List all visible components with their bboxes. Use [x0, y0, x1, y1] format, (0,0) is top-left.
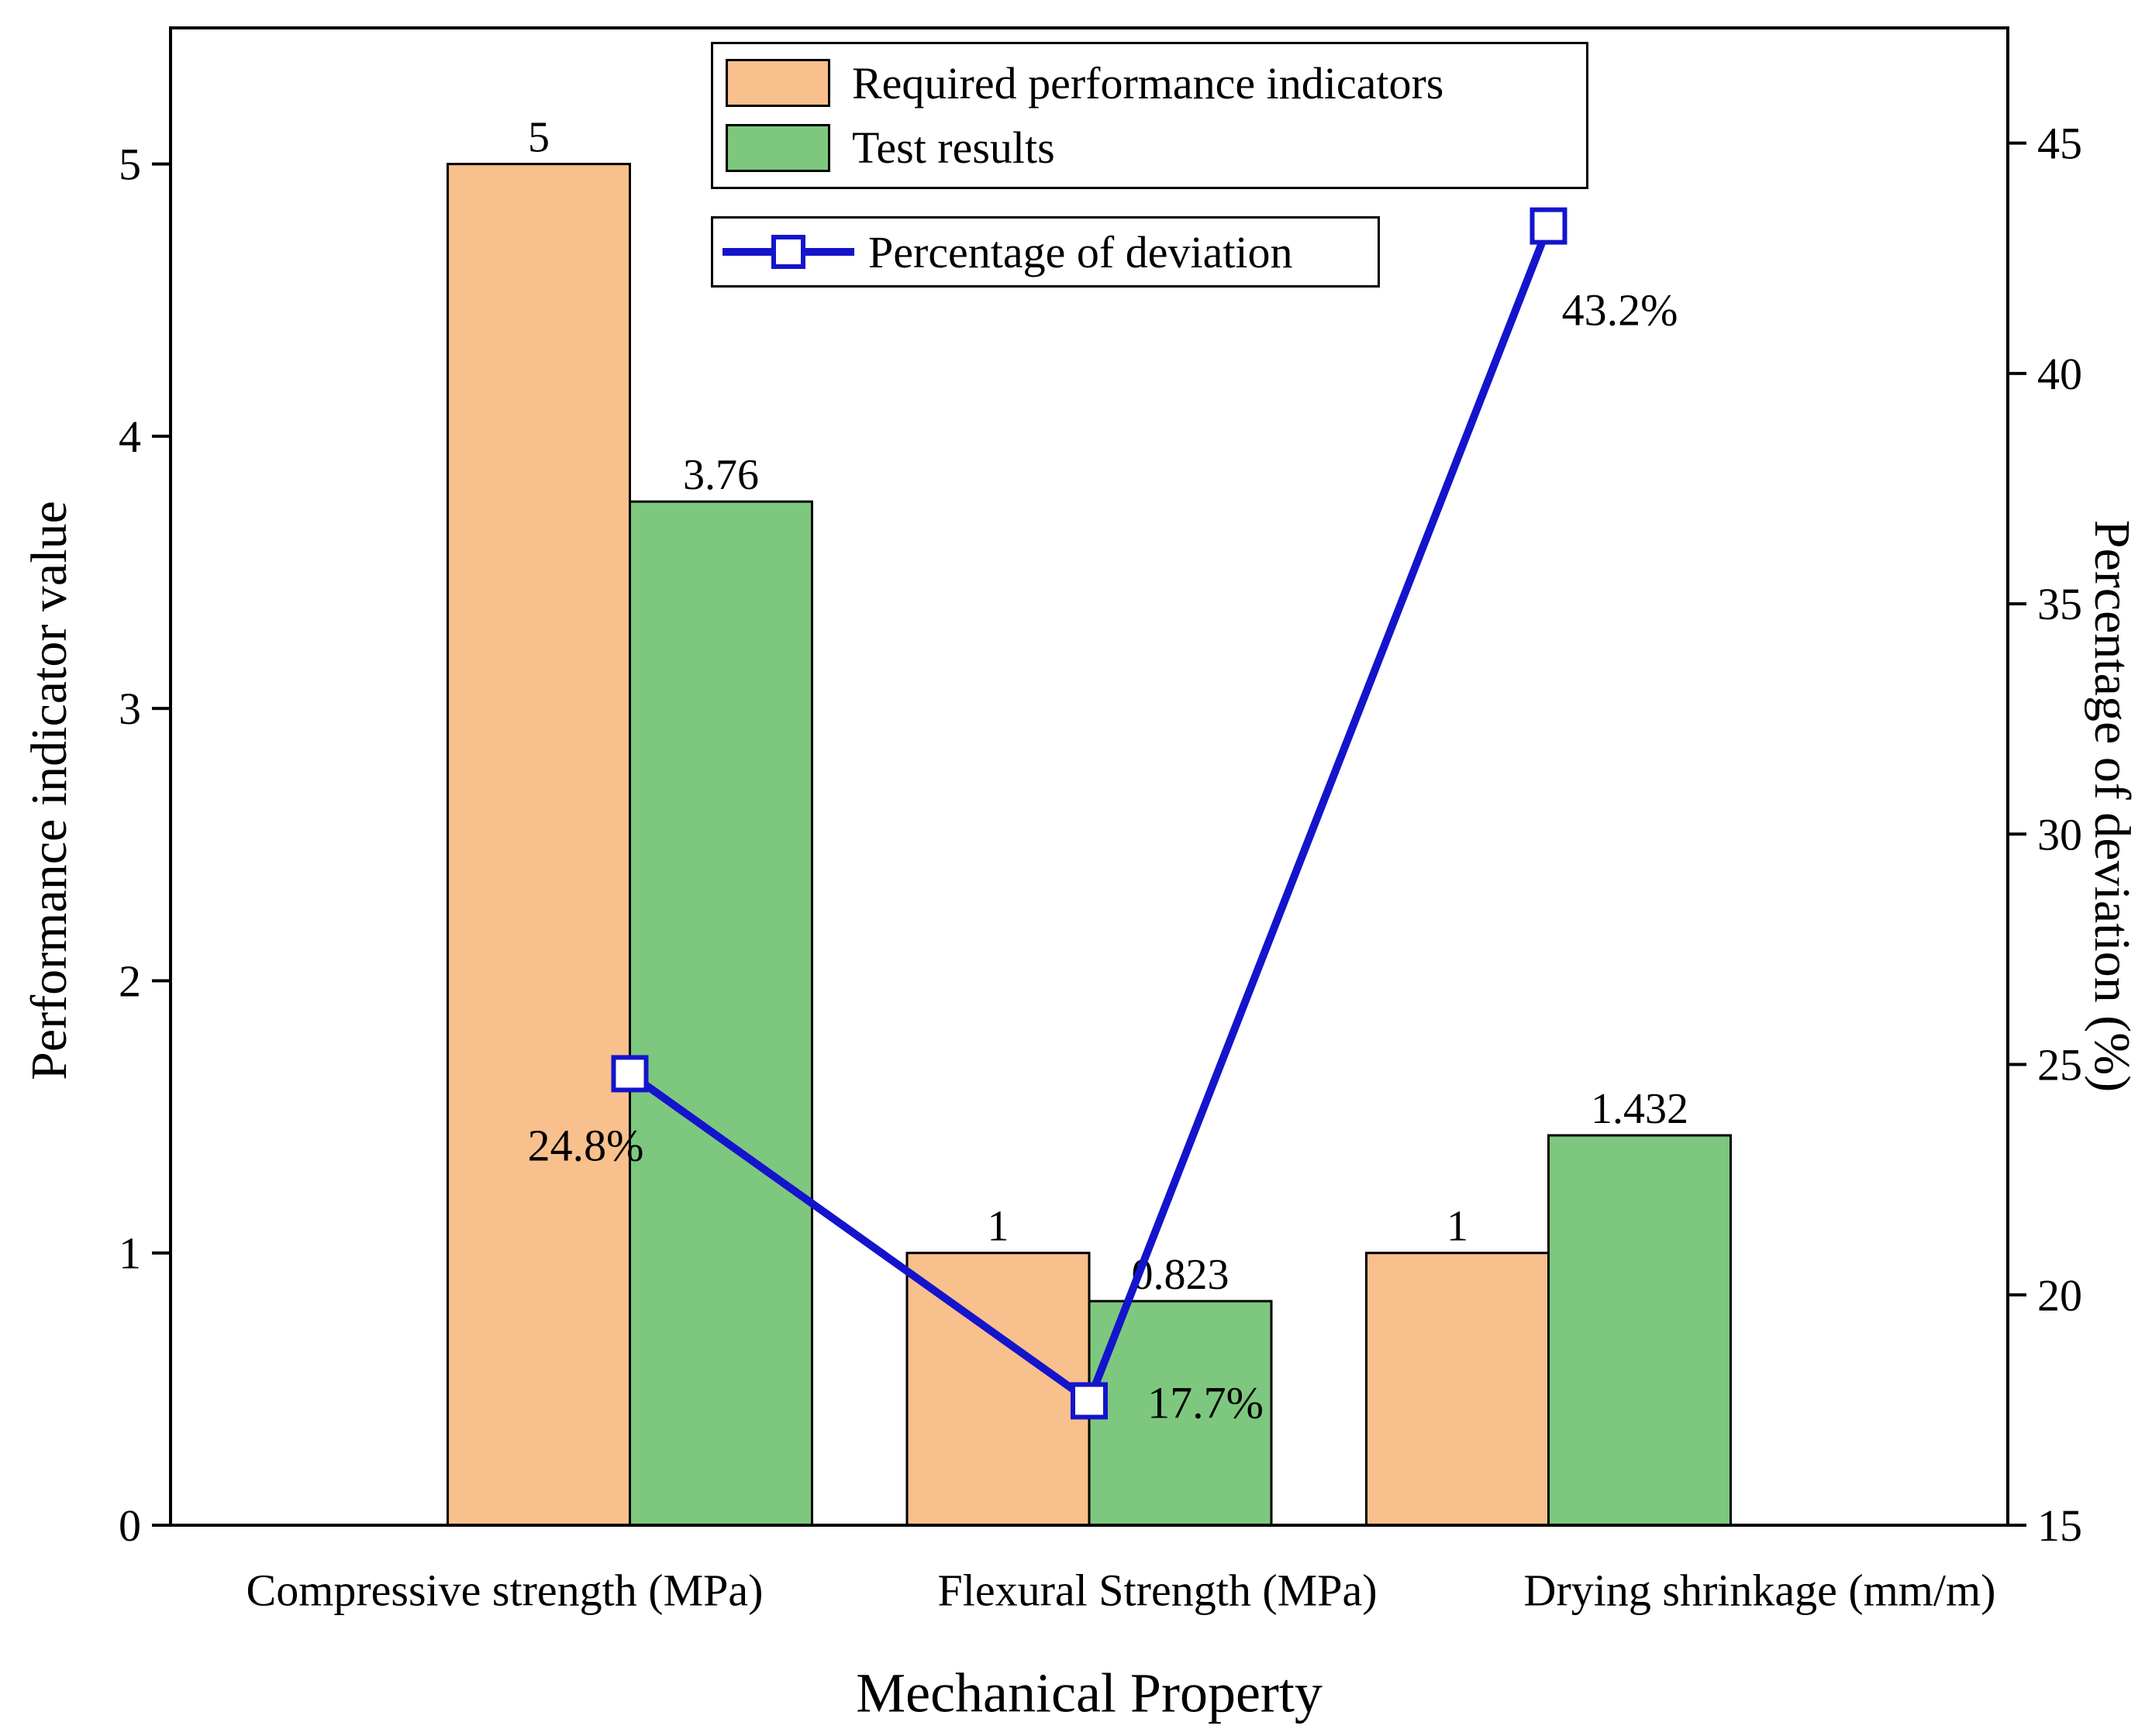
- left-axis-title: Performance indicator value: [21, 501, 78, 1080]
- left-tick-label: 1: [119, 1228, 141, 1279]
- left-tick-label: 2: [119, 956, 141, 1006]
- right-tick-label: 35: [2037, 579, 2082, 629]
- right-tick-label: 30: [2037, 809, 2082, 859]
- plot-frame: [169, 26, 2009, 1527]
- left-tick-label: 0: [119, 1500, 141, 1551]
- right-axis-title: Percentage of deviation (%): [2084, 519, 2140, 1093]
- right-tick-label: 45: [2037, 119, 2082, 169]
- x-tick-label-compressive-strength: Compressive strength (MPa): [246, 1565, 764, 1616]
- x-tick-label-flexural-strength: Flexural Strength (MPa): [937, 1565, 1378, 1616]
- line-marker-0: [611, 1055, 649, 1093]
- right-tick-label: 20: [2037, 1270, 2082, 1321]
- left-tick-label: 5: [119, 140, 141, 190]
- bar-value-label: 1: [988, 1203, 1009, 1251]
- legend-row-required: Required performance indicators: [726, 57, 1586, 109]
- right-tick-label: 15: [2037, 1500, 2082, 1551]
- line-marker-2: [1530, 207, 1567, 245]
- line-sample-icon: [723, 235, 854, 269]
- legend-label-required: Required performance indicators: [852, 57, 1444, 108]
- x-tick-label-drying-shrinkage: Drying shrinkage (mm/m): [1523, 1565, 1996, 1616]
- line-marker-1: [1071, 1382, 1108, 1420]
- legend-line: Percentage of deviation: [711, 216, 1380, 288]
- bar-series1-cat0: [629, 500, 813, 1527]
- legend-label-deviation: Percentage of deviation: [868, 226, 1293, 277]
- bar-series0-cat1: [905, 1252, 1091, 1527]
- right-tick-label: 40: [2037, 349, 2082, 399]
- line-value-label: 17.7%: [1147, 1377, 1264, 1428]
- right-tick-label: 25: [2037, 1040, 2082, 1090]
- legend-label-test-results: Test results: [852, 122, 1055, 174]
- bar-series0-cat0: [447, 163, 631, 1527]
- bar-series0-cat2: [1365, 1252, 1550, 1527]
- line-value-label: 24.8%: [528, 1120, 644, 1170]
- legend-row-test-results: Test results: [726, 122, 1586, 174]
- line-value-label: 43.2%: [1562, 285, 1678, 336]
- legend-swatch-test-results-icon: [726, 123, 830, 172]
- left-tick-label: 3: [119, 684, 141, 734]
- legend-swatch-required-icon: [726, 59, 830, 108]
- legend-bars: Required performance indicators Test res…: [711, 42, 1588, 189]
- left-tick-label: 4: [119, 412, 141, 462]
- bar-value-label: 1: [1447, 1203, 1468, 1251]
- bar-series1-cat2: [1547, 1134, 1732, 1527]
- bar-value-label: 3.76: [683, 451, 759, 499]
- x-axis-title: Mechanical Property: [856, 1662, 1323, 1724]
- square-marker-icon: [771, 235, 805, 269]
- bar-value-label: 1.432: [1591, 1085, 1688, 1133]
- bar-value-label: 5: [528, 114, 550, 162]
